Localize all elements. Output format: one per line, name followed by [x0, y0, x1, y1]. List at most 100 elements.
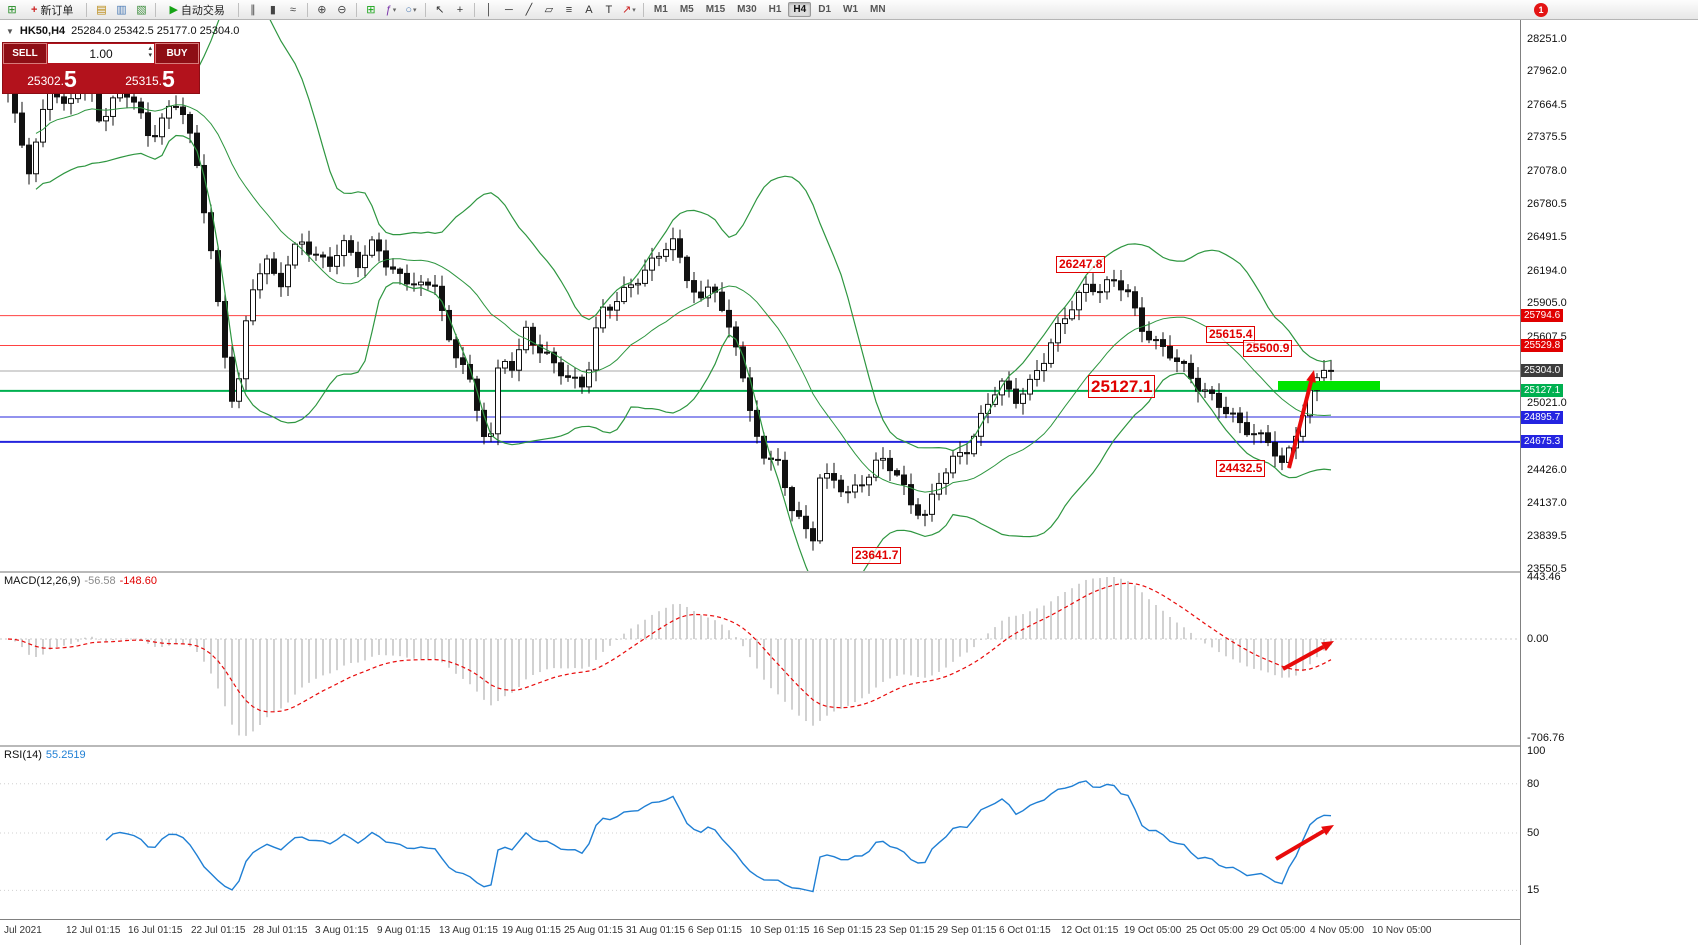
- price-axis-label: 27664.5: [1527, 99, 1567, 111]
- navigator-icon[interactable]: ▧: [136, 4, 147, 16]
- candlestick-icon[interactable]: ▮: [269, 4, 276, 16]
- text-icon[interactable]: A: [585, 3, 593, 16]
- macd-axis-label: 0.00: [1527, 633, 1549, 645]
- timeframe-H1[interactable]: H1: [764, 2, 787, 17]
- timeframe-M1[interactable]: M1: [649, 2, 673, 17]
- data-window-icon[interactable]: ▥: [116, 4, 127, 16]
- bollinger-upper-band: [35, 0, 1332, 452]
- timeframe-D1[interactable]: D1: [813, 2, 836, 17]
- time-axis-label: 3 Aug 01:15: [315, 925, 369, 936]
- time-axis-label: 23 Sep 01:15: [875, 925, 935, 936]
- timeframe-M30[interactable]: M30: [732, 2, 761, 17]
- price-axis-label: 24426.0: [1527, 464, 1567, 476]
- rsi-arrow[interactable]: [1274, 825, 1334, 861]
- support-highlight-bar[interactable]: [1278, 381, 1380, 390]
- candles: [5, 64, 1334, 551]
- new-order-icon[interactable]: ⊞: [7, 4, 17, 16]
- trend-arrow[interactable]: [1287, 370, 1316, 469]
- rsi-panel[interactable]: RSI(14) 55.2519: [0, 747, 1520, 919]
- time-axis-label: 6 Oct 01:15: [999, 925, 1051, 936]
- macd-histogram: [14, 576, 1332, 736]
- price-axis[interactable]: 28251.0 27962.0 27664.5 27375.5 27078.0 26780…: [1520, 20, 1698, 945]
- time-axis-label: 12 Oct 01:15: [1061, 925, 1119, 936]
- zoom-out-icon[interactable]: ⊖: [337, 4, 347, 16]
- time-axis-label: 13 Aug 01:15: [439, 925, 498, 936]
- time-axis-label: 28 Jul 01:15: [253, 925, 308, 936]
- zoom-in-icon[interactable]: ⊕: [317, 4, 327, 16]
- time-axis-label: 25 Oct 05:00: [1186, 925, 1244, 936]
- price-tag: 24675.3: [1521, 435, 1564, 448]
- fibonacci-icon[interactable]: ≡: [565, 3, 573, 16]
- price-axis-label: 25021.0: [1527, 397, 1567, 409]
- buy-price[interactable]: 25315. 5: [101, 64, 199, 93]
- timeframe-W1[interactable]: W1: [838, 2, 863, 17]
- crosshair-icon[interactable]: +: [456, 3, 464, 16]
- macd-label: MACD(12,26,9) -56.58 -148.60: [4, 575, 157, 587]
- macd-arrow[interactable]: [1282, 641, 1334, 671]
- panel-divider[interactable]: [0, 571, 1698, 573]
- volume-up-button[interactable]: ▴: [148, 45, 152, 52]
- timeframe-M15[interactable]: M15: [701, 2, 730, 17]
- main-chart[interactable]: 26247.8 25615.4 25500.9 25127.1 24432.5 23641…: [0, 0, 1520, 594]
- new-order-button[interactable]: + 新订单: [24, 2, 80, 18]
- macd-svg[interactable]: [0, 573, 1520, 745]
- arrows-icon[interactable]: ↗ ▾: [622, 4, 636, 16]
- time-axis-label: 19 Aug 01:15: [502, 925, 561, 936]
- cursor-icon[interactable]: ↖: [435, 4, 445, 16]
- market-watch-icon[interactable]: ▤: [96, 4, 107, 16]
- one-click-trade-panel: SELL 1.00 ▴ ▾ BUY 25302. 5 25315. 5: [2, 42, 200, 94]
- bollinger-middle-band: [35, 104, 1332, 493]
- indicators-icon[interactable]: ƒ ▾: [385, 3, 397, 16]
- macd-axis-label: 443.46: [1527, 571, 1561, 583]
- toolbar-separator: [355, 2, 357, 17]
- bar-chart-icon[interactable]: ∥: [250, 4, 256, 16]
- rsi-label: RSI(14) 55.2519: [4, 749, 86, 761]
- volume-value: 1.00: [89, 46, 113, 61]
- buy-price-main: 25315.: [125, 73, 162, 88]
- panel-divider[interactable]: [0, 745, 1698, 747]
- timeframe-MN[interactable]: MN: [865, 2, 891, 17]
- time-axis[interactable]: Jul 2021 12 Jul 01:15 16 Jul 01:15 22 Jul 0…: [0, 919, 1698, 945]
- channel-icon[interactable]: ▱: [544, 4, 554, 16]
- buy-button[interactable]: BUY: [155, 43, 199, 64]
- periods-icon[interactable]: ○ ▾: [405, 3, 417, 16]
- price-axis-label: 25905.0: [1527, 297, 1567, 309]
- rsi-line: [105, 780, 1332, 893]
- price-axis-label: 28251.0: [1527, 33, 1567, 45]
- timeframe-M5[interactable]: M5: [675, 2, 699, 17]
- sell-button[interactable]: SELL: [3, 43, 47, 64]
- label-icon[interactable]: T: [605, 3, 613, 16]
- time-axis-label: 31 Aug 01:15: [626, 925, 685, 936]
- timeframe-H4[interactable]: H4: [788, 2, 812, 17]
- time-axis-label: 16 Jul 01:15: [128, 925, 183, 936]
- toolbar-separator: [237, 2, 239, 17]
- buy-price-big: 5: [161, 66, 175, 92]
- autotrading-button[interactable]: ▶ 自动交易: [162, 2, 231, 18]
- price-axis-label: 23839.5: [1527, 530, 1567, 542]
- price-axis-label: 24137.0: [1527, 497, 1567, 509]
- macd-panel[interactable]: MACD(12,26,9) -56.58 -148.60: [0, 573, 1520, 745]
- trade-panel-toggle[interactable]: ▼: [6, 26, 14, 36]
- rsi-axis-label: 15: [1527, 884, 1540, 896]
- price-axis-label: 26780.5: [1527, 198, 1567, 210]
- trendline-icon[interactable]: ╱: [525, 4, 533, 16]
- vertical-line-icon[interactable]: │: [485, 3, 493, 16]
- volume-input[interactable]: 1.00 ▴ ▾: [48, 44, 154, 63]
- macd-axis-label: -706.76: [1527, 732, 1565, 744]
- price-tag: 25304.0: [1521, 364, 1564, 377]
- volume-down-button[interactable]: ▾: [148, 52, 152, 59]
- tile-windows-icon[interactable]: ⊞: [366, 4, 376, 16]
- sell-price[interactable]: 25302. 5: [3, 64, 101, 93]
- notification-badge[interactable]: 1: [1534, 3, 1548, 17]
- price-chart-svg[interactable]: [0, 0, 1520, 594]
- toolbar-separator: [424, 2, 426, 17]
- price-axis-label: 26194.0: [1527, 265, 1567, 277]
- price-axis-label: 27078.0: [1527, 165, 1567, 177]
- rsi-svg[interactable]: [0, 747, 1520, 919]
- line-chart-icon[interactable]: ≈: [289, 3, 296, 16]
- time-axis-label: 19 Oct 05:00: [1124, 925, 1182, 936]
- time-axis-label: 16 Sep 01:15: [813, 925, 873, 936]
- rsi-axis-label: 80: [1527, 778, 1540, 790]
- horizontal-line-icon[interactable]: ─: [505, 3, 513, 16]
